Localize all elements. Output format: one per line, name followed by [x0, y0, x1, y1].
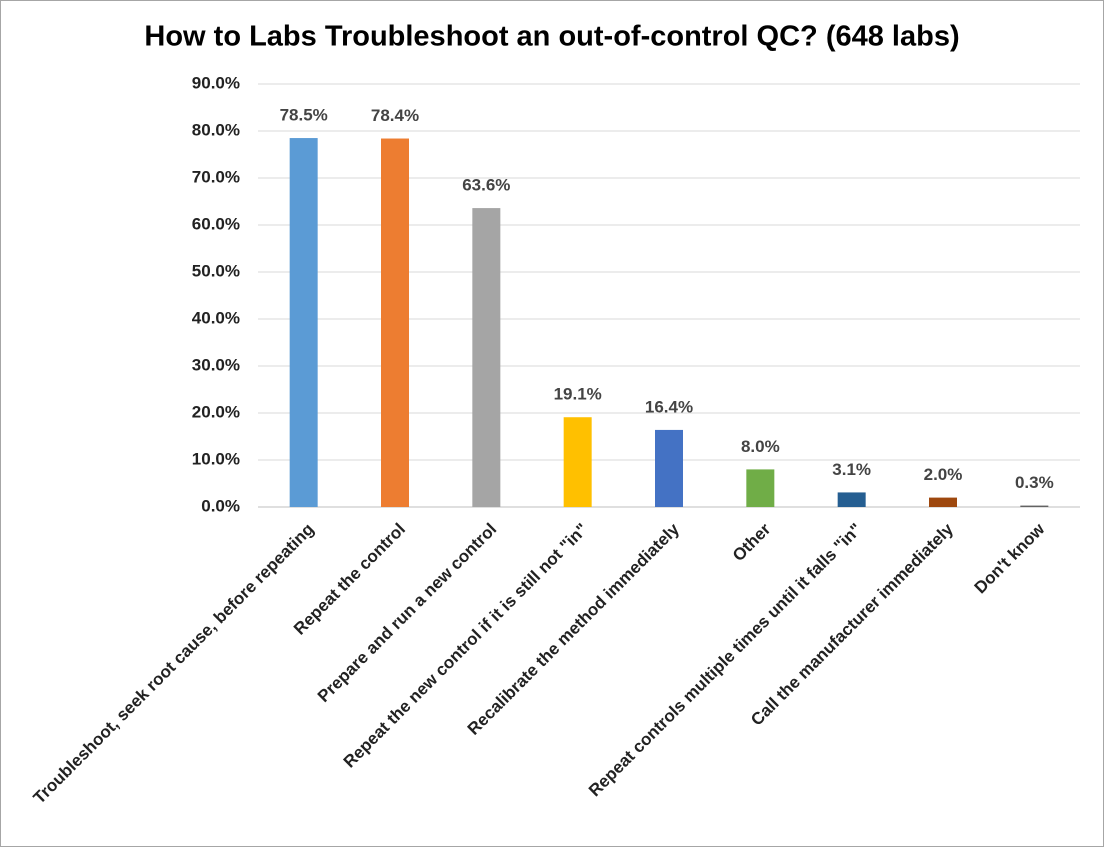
y-tick-label: 40.0%	[192, 308, 240, 327]
value-label: 8.0%	[741, 437, 780, 456]
value-label: 19.1%	[554, 385, 602, 404]
y-tick-label: 90.0%	[192, 73, 240, 92]
chart-title: How to Labs Troubleshoot an out-of-contr…	[144, 21, 959, 53]
value-label: 16.4%	[645, 397, 693, 416]
y-tick-label: 10.0%	[192, 449, 240, 468]
bar	[563, 417, 592, 507]
value-label: 78.5%	[280, 106, 328, 125]
value-label: 78.4%	[371, 106, 419, 125]
bar	[929, 497, 957, 507]
bar	[837, 492, 866, 507]
y-tick-label: 70.0%	[192, 167, 240, 186]
bar	[746, 469, 775, 507]
bar	[472, 208, 501, 507]
y-tick-label: 80.0%	[192, 120, 240, 139]
value-label: 2.0%	[924, 465, 963, 484]
bar	[1020, 505, 1049, 507]
y-tick-label: 0.0%	[201, 496, 240, 515]
value-label: 0.3%	[1015, 473, 1054, 492]
value-label: 63.6%	[462, 176, 510, 195]
value-label: 3.1%	[832, 460, 871, 479]
bar	[289, 138, 318, 508]
y-tick-label: 60.0%	[192, 214, 240, 233]
bar	[381, 138, 409, 507]
bar	[655, 429, 683, 507]
y-tick-label: 50.0%	[192, 261, 240, 280]
y-tick-label: 30.0%	[192, 355, 240, 374]
y-tick-label: 20.0%	[192, 402, 240, 421]
